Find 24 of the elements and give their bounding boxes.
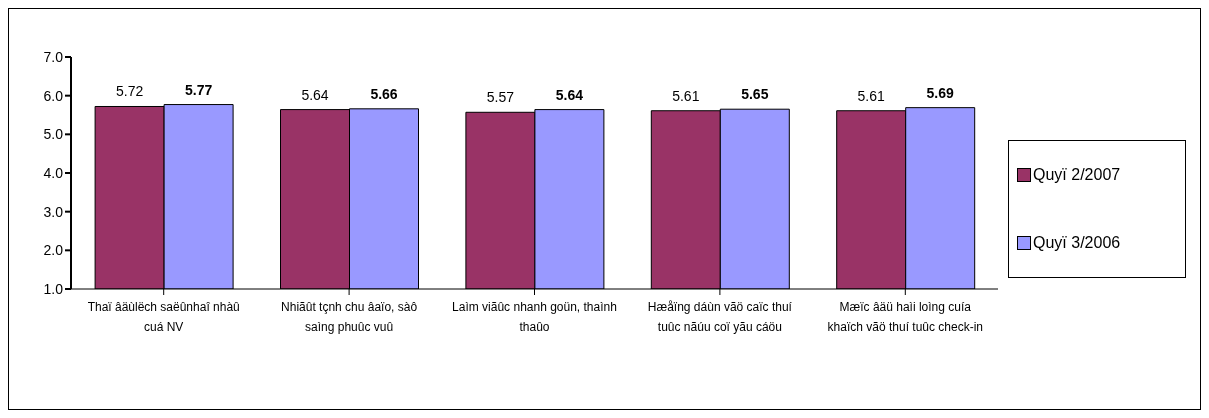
data-label: 5.65 [741, 86, 769, 103]
data-label: 5.57 [486, 89, 515, 106]
y-tick-label: 6.0 [43, 87, 64, 104]
data-label: 5.77 [184, 81, 213, 98]
data-label: 5.61 [672, 87, 700, 104]
x-tick-label: Laìm viãûc nhanh goün, thaình thaûo [452, 300, 617, 334]
x-tick-label: Thaï âäùlëch saëûnhaî nhàû cuá NV [87, 300, 240, 334]
y-tick-label: 5.0 [43, 126, 64, 143]
x-tick-label: Hæåïng dáùn vãö caïc thuí tuûc nãúu coï yãu cáöu [647, 300, 793, 334]
data-label: 5.66 [370, 85, 398, 102]
y-tick-label: 4.0 [43, 164, 64, 181]
y-tick-label: 7.0 [43, 48, 64, 65]
legend-label: Quyï 3/2006 [1032, 234, 1122, 252]
data-label: 5.69 [926, 84, 955, 101]
data-label: 5.72 [115, 83, 144, 100]
y-tick-label: 3.0 [43, 203, 64, 220]
y-tick-label: 2.0 [43, 242, 64, 259]
x-tick-label: Mæïc âäü haìi loìng cuía khaïch vãö thuí tuûc check-in [827, 300, 984, 334]
y-tick-label: 1.0 [43, 280, 64, 297]
data-label: 5.61 [857, 87, 886, 104]
data-label: 5.64 [555, 86, 584, 103]
x-tick-label: Nhiãût tçnh chu âaïo, sàô saìng phuûc vuû [281, 300, 418, 334]
legend-label: Quyï 2/2007 [1032, 166, 1122, 184]
data-label: 5.64 [301, 86, 329, 103]
